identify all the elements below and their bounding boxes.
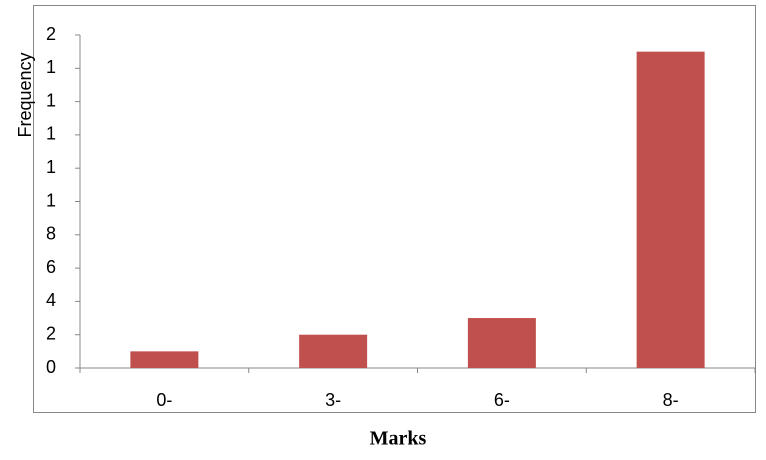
y-tick-label: 0 [46,357,56,377]
y-tick-label: 8 [46,224,56,244]
y-tick-label: 6 [46,257,56,277]
x-tick-label: 3- [325,390,341,410]
x-axis-title: Marks [370,428,427,450]
y-tick-label: 1 [46,90,56,110]
x-tick-label: 0- [156,390,172,410]
y-tick-label: 1 [46,57,56,77]
bar [636,51,705,369]
y-tick-label: 2 [46,24,56,44]
y-tick-label: 4 [46,290,56,310]
x-tick-label: 8- [663,390,679,410]
bar [299,334,368,368]
chart-frame [33,5,756,413]
bar [467,318,536,368]
y-axis-title: Frequency [15,52,35,137]
y-tick-label: 1 [46,157,56,177]
y-tick-label: 1 [46,124,56,144]
x-tick-label: 6- [494,390,510,410]
y-tick-label: 2 [46,323,56,343]
bar [130,351,199,368]
y-tick-label: 1 [46,190,56,210]
